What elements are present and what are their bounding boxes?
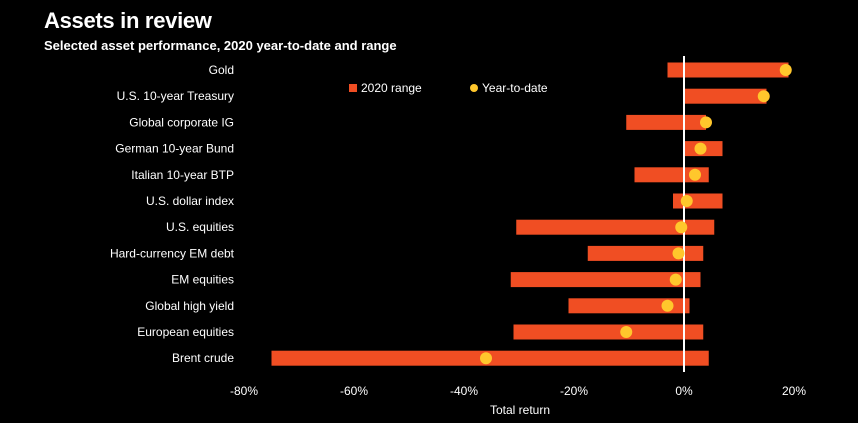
range-bar xyxy=(626,114,706,130)
ytd-dot xyxy=(669,273,682,286)
legend-ytd-label: Year-to-date xyxy=(482,81,548,95)
ytd-dot xyxy=(672,247,685,260)
category-label: Global high yield xyxy=(145,299,234,313)
ytd-dot xyxy=(694,142,707,155)
range-bar xyxy=(684,88,767,104)
category-labels: Gold U.S. 10-year Treasury Global corporat… xyxy=(110,63,235,365)
range-bar xyxy=(634,167,709,183)
legend-range-label: 2020 range xyxy=(361,81,422,95)
category-label: Hard-currency EM debt xyxy=(110,246,235,260)
range-bar xyxy=(510,272,701,288)
ytd-dot xyxy=(757,90,770,103)
legend: 2020 range Year-to-date xyxy=(349,81,548,95)
chart-title: Assets in review xyxy=(44,8,212,33)
ytd-dot xyxy=(661,299,674,312)
x-axis-title: Total return xyxy=(490,403,550,417)
category-label: Gold xyxy=(209,63,234,77)
ytd-dot xyxy=(680,195,693,207)
x-tick-label: -60% xyxy=(340,384,368,398)
legend-ytd-swatch xyxy=(470,84,478,92)
category-label: Global corporate IG xyxy=(129,115,234,129)
category-label: U.S. equities xyxy=(166,220,234,234)
ytd-dot xyxy=(620,326,633,338)
ytd-dots xyxy=(480,64,792,365)
ytd-dot xyxy=(700,116,712,129)
x-tick-label: -40% xyxy=(450,384,478,398)
ytd-dot xyxy=(689,168,701,181)
range-bars xyxy=(271,62,789,366)
ytd-dot xyxy=(779,64,792,76)
category-label: EM equities xyxy=(171,273,234,287)
category-label: U.S. 10-year Treasury xyxy=(117,89,234,103)
category-label: German 10-year Bund xyxy=(115,142,234,156)
category-label: U.S. dollar index xyxy=(146,194,234,208)
category-label: Brent crude xyxy=(172,351,234,365)
range-bar xyxy=(568,298,690,314)
x-tick-label: -80% xyxy=(230,384,258,398)
x-tick-label: -20% xyxy=(560,384,588,398)
legend-range-swatch xyxy=(349,84,357,92)
range-bar xyxy=(667,62,789,78)
range-bar xyxy=(587,245,704,261)
category-label: Italian 10-year BTP xyxy=(131,168,234,182)
chart-subtitle: Selected asset performance, 2020 year-to… xyxy=(44,38,397,53)
x-tick-label: 20% xyxy=(782,384,806,398)
range-bar xyxy=(513,324,704,340)
ytd-dot xyxy=(480,352,492,365)
ytd-dot xyxy=(675,221,688,234)
category-label: European equities xyxy=(137,325,234,339)
range-bar xyxy=(673,193,723,209)
range-bar xyxy=(516,219,715,235)
x-tick-label: 0% xyxy=(675,384,693,398)
x-tick-labels: -80% -60% -40% -20% 0% 20% xyxy=(230,384,806,398)
